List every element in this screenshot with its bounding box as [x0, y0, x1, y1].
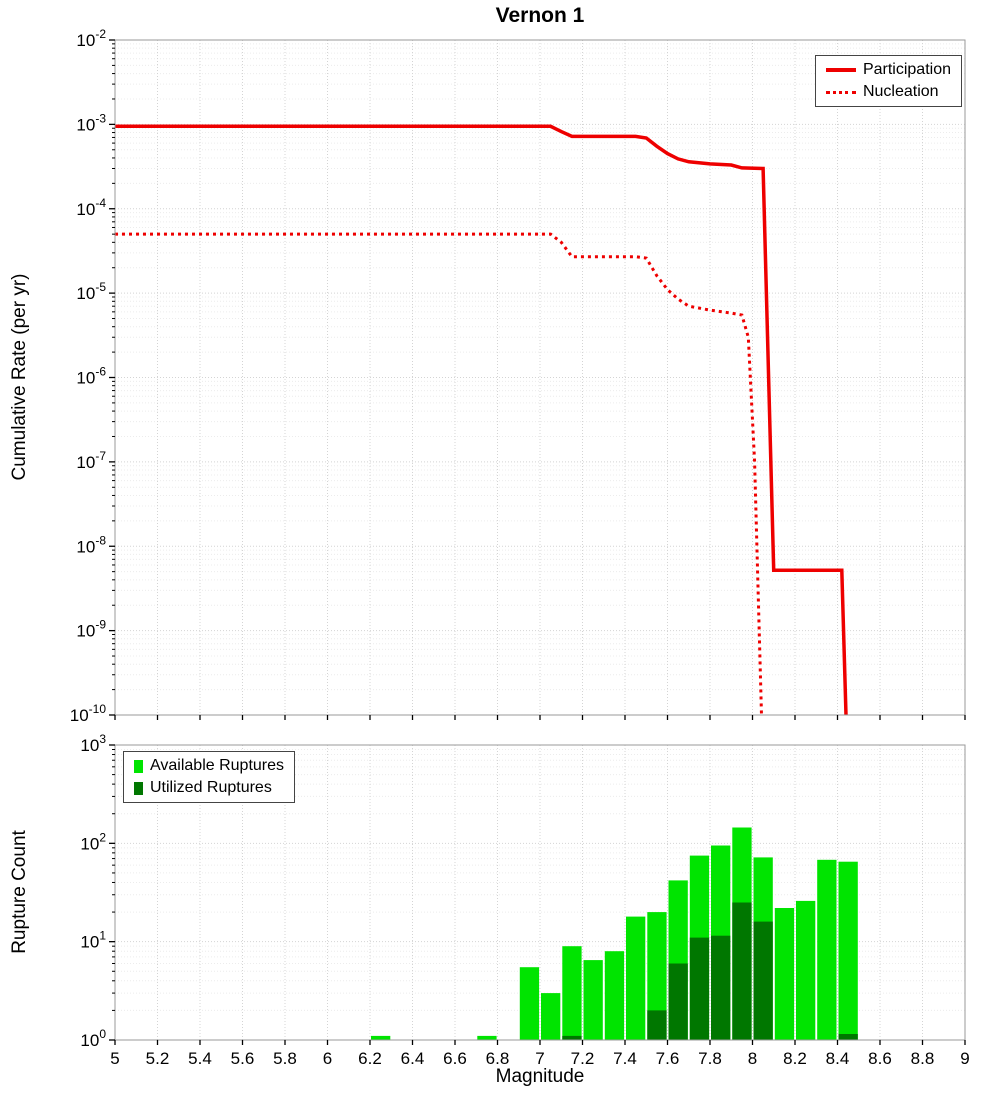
bar [753, 921, 773, 1040]
svg-text:10-7: 10-7 [76, 449, 106, 472]
svg-text:102: 102 [80, 830, 106, 853]
svg-text:103: 103 [80, 732, 106, 755]
bar [732, 902, 752, 1040]
rate-legend: Participation Nucleation [814, 55, 962, 107]
svg-text:6.4: 6.4 [401, 1049, 425, 1068]
svg-text:8.8: 8.8 [911, 1049, 935, 1068]
bar [371, 1035, 391, 1040]
svg-text:10-2: 10-2 [76, 27, 106, 50]
utilized-ruptures-bars [562, 902, 858, 1040]
available-ruptures-bars [371, 827, 858, 1040]
count-axes: 100 101 102 103 5 5.2 5.4 5.6 5.8 6 6.2 6.4 6.6 6.8 7 7… [80, 732, 969, 1068]
bar [626, 916, 646, 1040]
svg-text:100: 100 [80, 1027, 106, 1050]
available-ruptures-swatch [134, 759, 143, 773]
legend-label-participation: Participation [862, 61, 951, 78]
legend-entry-participation: Participation [825, 61, 951, 79]
bar [689, 937, 710, 1040]
rate-grid [114, 39, 966, 716]
svg-text:5.8: 5.8 [273, 1049, 297, 1068]
rate-y-axis-label: Cumulative Rate (per yr) [9, 273, 30, 481]
svg-text:6.2: 6.2 [358, 1049, 382, 1068]
svg-text:7.2: 7.2 [571, 1049, 595, 1068]
svg-text:6.8: 6.8 [486, 1049, 510, 1068]
svg-text:10-3: 10-3 [76, 111, 106, 134]
bar [817, 859, 837, 1040]
bar [562, 946, 582, 1040]
bar [583, 960, 603, 1040]
bar [604, 951, 625, 1040]
bar [774, 908, 795, 1040]
svg-text:10-6: 10-6 [76, 365, 106, 388]
svg-text:10-8: 10-8 [76, 533, 106, 556]
svg-text:6: 6 [323, 1049, 332, 1068]
svg-text:7.4: 7.4 [613, 1049, 637, 1068]
svg-text:10-5: 10-5 [76, 280, 106, 303]
svg-text:101: 101 [80, 929, 106, 952]
svg-text:10-9: 10-9 [76, 618, 106, 641]
bar [541, 993, 561, 1040]
rupture-legend: Available Ruptures Utilized Ruptures [123, 751, 296, 803]
legend-label-utilized: Utilized Ruptures [150, 779, 272, 796]
participation-line [115, 124, 848, 715]
legend-entry-available: Available Ruptures [134, 757, 284, 775]
bar [711, 935, 731, 1040]
svg-text:8.6: 8.6 [868, 1049, 892, 1068]
svg-text:8: 8 [748, 1049, 757, 1068]
svg-text:7: 7 [535, 1049, 544, 1068]
bar [647, 912, 667, 1040]
legend-entry-nucleation: Nucleation [825, 83, 951, 101]
utilized-ruptures-swatch [134, 781, 143, 795]
svg-text:6.6: 6.6 [443, 1049, 467, 1068]
bar [562, 1035, 582, 1040]
bar [838, 1034, 858, 1040]
svg-text:9: 9 [960, 1049, 969, 1068]
svg-text:5.4: 5.4 [188, 1049, 212, 1068]
bar [647, 1010, 667, 1040]
svg-text:5.2: 5.2 [146, 1049, 170, 1068]
bar [668, 963, 688, 1040]
svg-text:8.4: 8.4 [826, 1049, 850, 1068]
svg-text:8.2: 8.2 [783, 1049, 807, 1068]
x-axis-label: Magnitude [495, 1066, 585, 1087]
legend-entry-utilized: Utilized Ruptures [134, 779, 284, 797]
svg-text:10-4: 10-4 [76, 196, 106, 219]
chart-title: Vernon 1 [495, 4, 585, 27]
svg-text:5.6: 5.6 [231, 1049, 255, 1068]
svg-text:5: 5 [110, 1049, 119, 1068]
bar [519, 967, 540, 1040]
count-y-axis-label: Rupture Count [9, 830, 30, 954]
nucleation-line-swatch [825, 90, 856, 94]
participation-line-swatch [825, 68, 856, 72]
svg-text:10-10: 10-10 [70, 702, 107, 725]
rate-axes: 10-10 10-9 10-8 10-7 10-6 10-5 10-4 10-3 10-2 [70, 27, 966, 725]
bar [796, 900, 816, 1040]
legend-label-available: Available Ruptures [150, 757, 285, 774]
nucleation-line [115, 232, 763, 715]
svg-text:7.8: 7.8 [698, 1049, 722, 1068]
svg-text:7.6: 7.6 [656, 1049, 680, 1068]
legend-label-nucleation: Nucleation [862, 83, 939, 100]
bar [477, 1035, 497, 1040]
bar [838, 861, 858, 1040]
